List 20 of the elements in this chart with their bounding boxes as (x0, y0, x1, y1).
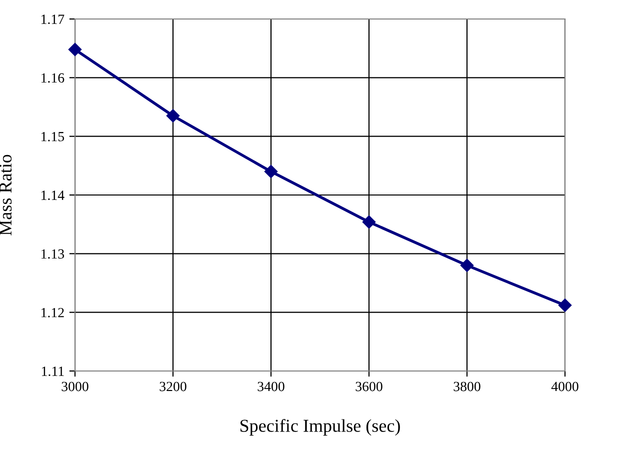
y-tick-label: 1.13 (42, 249, 64, 259)
point (264, 164, 278, 178)
x-tick-label: 3000 (62, 382, 88, 392)
point (68, 42, 82, 56)
point (166, 109, 180, 122)
y-tick-label: 1.16 (42, 73, 64, 83)
x-axis-title: Specific Impulse (sec) (240, 419, 400, 436)
point (558, 298, 572, 312)
y-tick-label: 1.15 (42, 132, 64, 142)
x-tick-label: 4000 (551, 382, 578, 392)
y-tick-label: 1.17 (42, 14, 64, 24)
y-tick-label: 1.12 (42, 308, 64, 318)
x-tick-label: 3400 (258, 382, 284, 392)
point (460, 258, 474, 272)
x-tick-label: 3200 (160, 382, 186, 392)
y-tick-label: 1.11 (42, 366, 64, 376)
point (362, 215, 376, 229)
y-tick-label: 1.14 (42, 190, 64, 200)
x-tick-label: 3800 (454, 382, 480, 392)
x-tick-label: 3600 (356, 382, 382, 392)
